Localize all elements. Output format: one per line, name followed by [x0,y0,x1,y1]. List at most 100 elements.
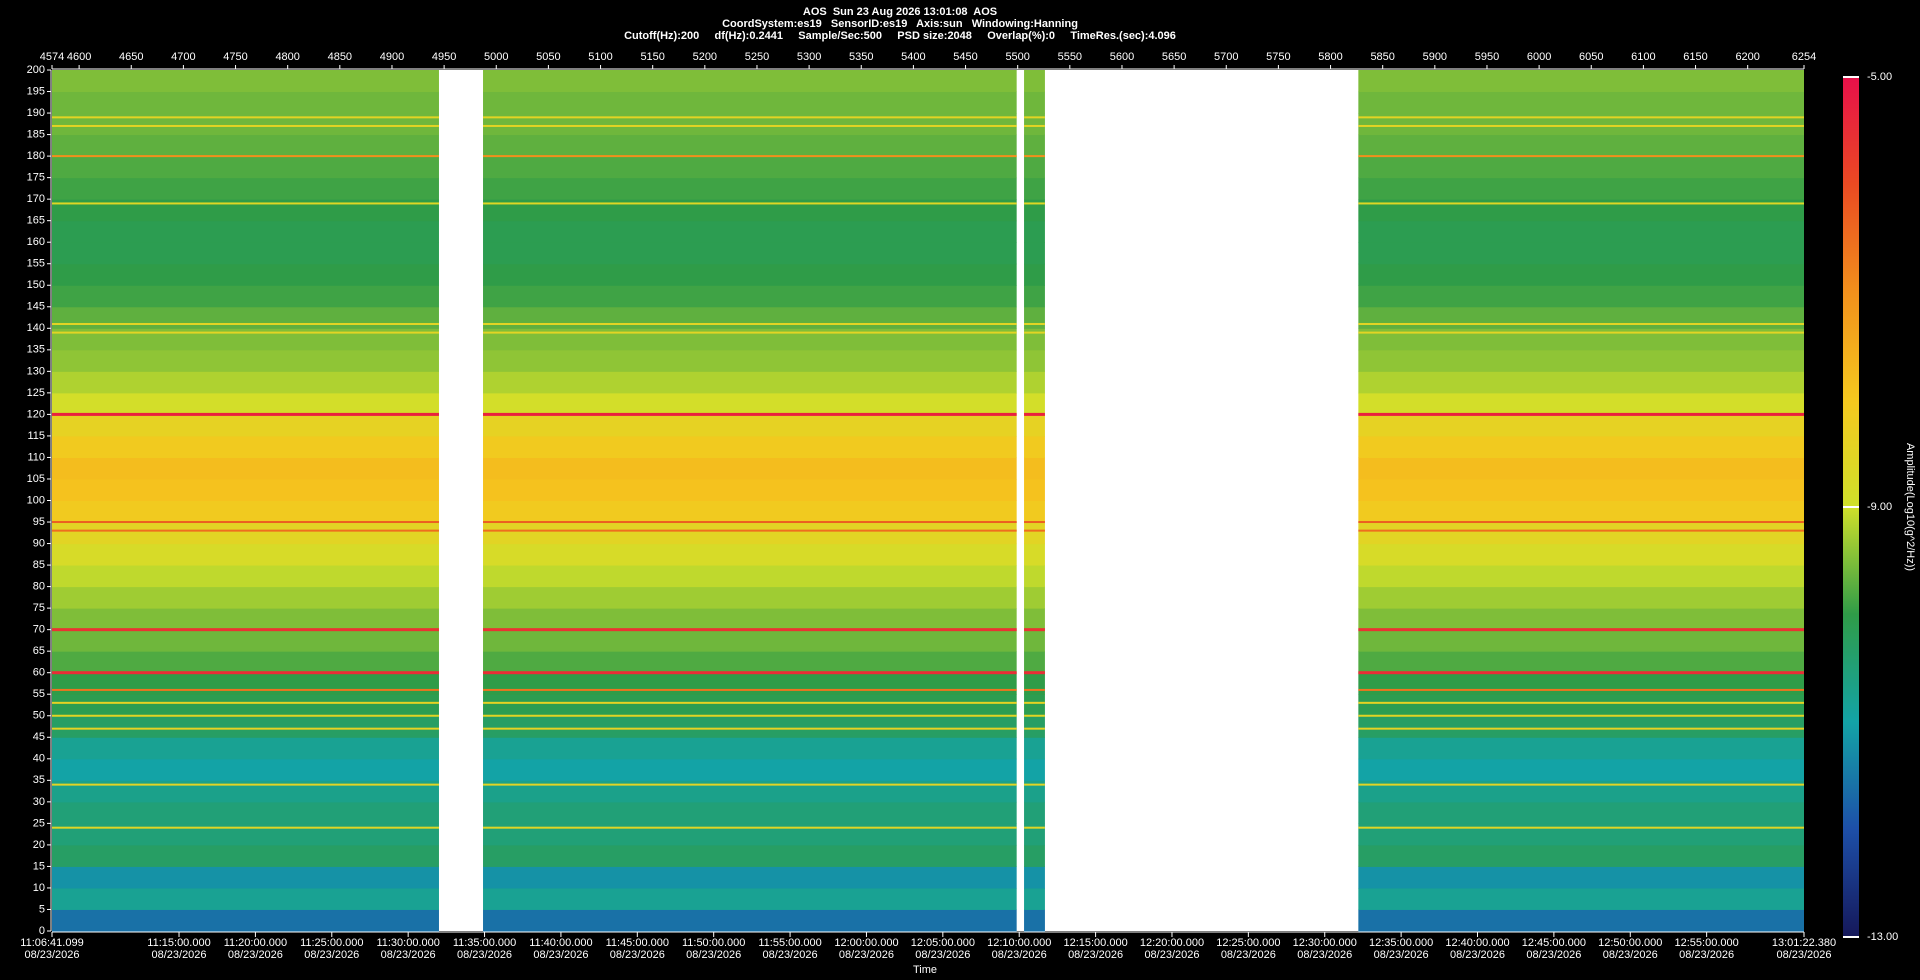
spectrogram-cell [52,91,439,114]
x-tick-label: 12:40:00.000 [1445,937,1509,949]
spectral-line [52,124,439,127]
x-axis-label: Time [913,964,937,976]
y-tick-label: 85 [33,559,45,571]
y-tick-label: 150 [27,279,45,291]
spectral-line [52,826,439,829]
spectral-line [52,521,439,524]
chart-info: Cutoff(Hz):200 df(Hz):0.2441 Sample/Sec:… [624,30,1176,42]
spectrogram-cell [1358,500,1804,523]
y-tick-label: 140 [27,322,45,334]
spectrogram-cell [483,780,1017,803]
spectral-line [1358,412,1804,416]
spectrogram-cell [52,801,439,824]
x-tick-label: 12:05:00.000 [911,937,975,949]
spectrogram-cell [1358,134,1804,157]
spectrogram-cell [1024,608,1045,631]
spectrogram-cell [1358,457,1804,480]
spectral-line [52,671,439,675]
spectrogram-cell [52,349,439,372]
spectrogram-cell [52,242,439,265]
y-tick-label: 45 [33,731,45,743]
x-tick-date: 08/23/2026 [1144,949,1199,961]
y-tick-label: 170 [27,193,45,205]
y-tick-label: 125 [27,387,45,399]
spectrogram-cell [52,629,439,652]
x-tick-label: 12:10:00.000 [987,937,1051,949]
x2-tick-label: 4600 [67,51,91,63]
spectrogram-cell [52,220,439,243]
spectral-line [1358,714,1804,717]
x-tick-date: 08/23/2026 [763,949,818,961]
spectrogram-cell [52,113,439,136]
spectrogram-cell [483,91,1017,114]
x-tick-label: 11:30:00.000 [376,937,439,949]
x2-tick-label: 5500 [1005,51,1029,63]
spectral-line [483,412,1017,416]
x-tick-date: 08/23/2026 [1776,949,1831,961]
spectral-line [1024,521,1045,524]
spectrogram-cell [483,220,1017,243]
x2-tick-label: 4700 [171,51,195,63]
x2-tick-label: 5900 [1423,51,1447,63]
spectrogram-cell [483,565,1017,588]
colorbar-tick-label: -13.00 [1867,931,1898,943]
x-tick-date: 08/23/2026 [610,949,665,961]
spectral-line [483,688,1017,691]
spectral-line [483,701,1017,704]
x-tick-label: 13:01:22.380 [1772,937,1836,949]
y-tick-label: 80 [33,581,45,593]
spectrogram-cell [52,414,439,437]
spectrogram-cell [1358,156,1804,179]
spectrogram-cell [52,134,439,157]
spectrogram-cell [1024,134,1045,157]
x-tick-label: 11:20:00.000 [224,937,287,949]
spectrogram-cell [1358,629,1804,652]
spectrogram-cell [52,543,439,566]
y-tick-label: 60 [33,667,45,679]
x2-tick-label: 4800 [275,51,299,63]
spectral-line [1358,727,1804,730]
spectrogram-cell [52,328,439,351]
y-tick-label: 70 [33,624,45,636]
spectrogram-cell [1024,285,1045,308]
spectrogram-cell [483,349,1017,372]
spectral-line [1358,124,1804,127]
spectral-line [1358,783,1804,786]
spectrogram-cell [483,285,1017,308]
x-tick-date: 08/23/2026 [151,949,206,961]
spectrogram-cell [1358,113,1804,136]
spectral-line [52,331,439,334]
spectrogram-cell [483,887,1017,910]
spectrogram-cell [52,909,439,932]
y-tick-label: 115 [27,430,45,442]
spectrogram-cell [52,758,439,781]
y-tick-label: 30 [33,796,45,808]
spectral-line [483,331,1017,334]
x-tick-date: 08/23/2026 [228,949,283,961]
spectrogram-cell [1024,866,1045,889]
spectrogram-cell [52,694,439,717]
spectrogram-cell [1358,285,1804,308]
spectrogram-cell [52,478,439,501]
spectral-line [1024,727,1045,730]
spectrogram-cell [52,737,439,760]
spectrogram-cell [1024,371,1045,394]
spectrogram-cell [483,629,1017,652]
spectrogram-cell [483,371,1017,394]
y-tick-label: 100 [27,494,45,506]
x-tick-label: 11:55:00.000 [758,937,821,949]
x2-tick-label: 5800 [1318,51,1342,63]
spectral-line [1024,116,1045,119]
y-tick-label: 40 [33,753,45,765]
spectrogram-cell [1024,156,1045,179]
spectral-line [1024,331,1045,334]
spectrogram-cell [52,156,439,179]
y-tick-label: 175 [27,172,45,184]
spectrogram-cell [1024,199,1045,222]
spectral-line [483,202,1017,205]
spectral-line [1024,826,1045,829]
spectrogram-cell [1358,478,1804,501]
spectrogram-cell [483,672,1017,695]
x-tick-label: 11:40:00.000 [529,937,592,949]
